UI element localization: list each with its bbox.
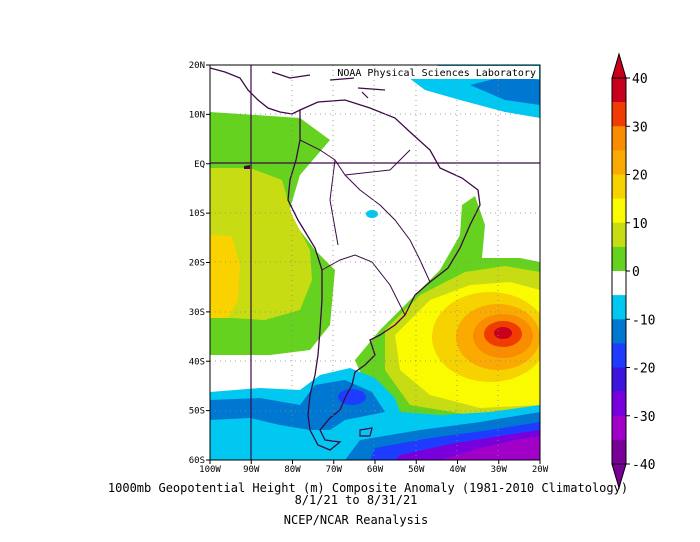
lat-label: 50S: [189, 407, 205, 417]
country-borders: [299, 139, 431, 316]
low-core: [338, 389, 366, 405]
colorbar-segment: [612, 295, 626, 320]
colorbar-segment: [612, 222, 626, 248]
small-negative: [366, 210, 378, 218]
deep-negative-south-4: [440, 436, 540, 460]
latitude-labels: 20N 10N EQ 10S 20S 30S 40S 50S 60S: [189, 61, 210, 466]
lat-label: 10S: [189, 209, 205, 219]
positive-anomaly-north-core: [210, 235, 240, 318]
colorbar-segment: [612, 246, 626, 272]
falkland-islands: [359, 427, 373, 437]
colorbar-segment: [612, 439, 626, 465]
colorbar-segment: [612, 367, 626, 392]
lon-label: 40W: [449, 465, 466, 475]
negative-anomaly-north-atlantic-2: [470, 75, 540, 105]
south-america-outline: [287, 99, 481, 451]
colorbar-segment: [612, 126, 626, 151]
colorbar-label: -20: [632, 362, 655, 377]
lat-label: 20S: [189, 259, 205, 269]
colorbar-label: 30: [632, 120, 648, 135]
colorbar-arrow-top: [611, 52, 627, 79]
colorbar-segment: [612, 343, 626, 368]
colorbar-label: 10: [632, 217, 648, 232]
lon-label: 50W: [408, 465, 425, 475]
colorbar-label: -40: [632, 458, 655, 473]
atlantic-high-7: [494, 327, 512, 339]
longitude-labels: 100W 90W 80W 70W 60W 50W 40W 30W 20W: [199, 460, 549, 475]
colorbar-label: 0: [632, 265, 640, 280]
lon-label: 80W: [284, 465, 301, 475]
colorbar-segment: [612, 150, 626, 175]
colorbar-label: -30: [632, 410, 655, 425]
attribution-text: NOAA Physical Sciences Laboratory: [337, 68, 536, 79]
caption-date-range: 8/1/21 to 8/31/21: [294, 493, 418, 507]
anomaly-field: [210, 65, 540, 460]
lat-label: 60S: [189, 456, 205, 466]
attribution-box: [354, 66, 539, 79]
colorbar-segment: [612, 102, 626, 127]
lon-label: 70W: [326, 465, 343, 475]
lon-label: 30W: [491, 465, 508, 475]
lon-label: 60W: [367, 465, 384, 475]
caption-source: NCEP/NCAR Reanalysis: [283, 513, 429, 527]
colorbar-label: 40: [632, 72, 648, 87]
lat-label: 20N: [189, 61, 205, 71]
colorbar-segment: [612, 271, 626, 296]
lat-label: EQ: [194, 160, 205, 170]
colorbar-segment: [612, 415, 626, 441]
lat-label: 10N: [189, 110, 205, 120]
galapagos: [244, 165, 250, 169]
lon-label: 20W: [532, 465, 549, 475]
colorbar-label: 20: [632, 169, 648, 184]
caribbean-outline: [271, 71, 386, 99]
lon-label: 100W: [199, 465, 221, 475]
colorbar-segment: [612, 198, 626, 224]
caption-title: 1000mb Geopotential Height (m) Composite…: [107, 481, 629, 495]
colorbar-segment: [612, 174, 626, 199]
lat-label: 30S: [189, 308, 205, 318]
colorbar: 40 30 20 10 0 -10 -20 -30 -40: [611, 52, 655, 490]
lon-label: 90W: [243, 465, 260, 475]
lat-label: 40S: [189, 357, 205, 367]
colorbar-segment: [612, 78, 626, 103]
colorbar-segment: [612, 319, 626, 344]
colorbar-segment: [612, 391, 626, 417]
central-america-outline: [210, 67, 301, 115]
colorbar-label: -10: [632, 313, 655, 328]
graticule: [210, 65, 540, 460]
